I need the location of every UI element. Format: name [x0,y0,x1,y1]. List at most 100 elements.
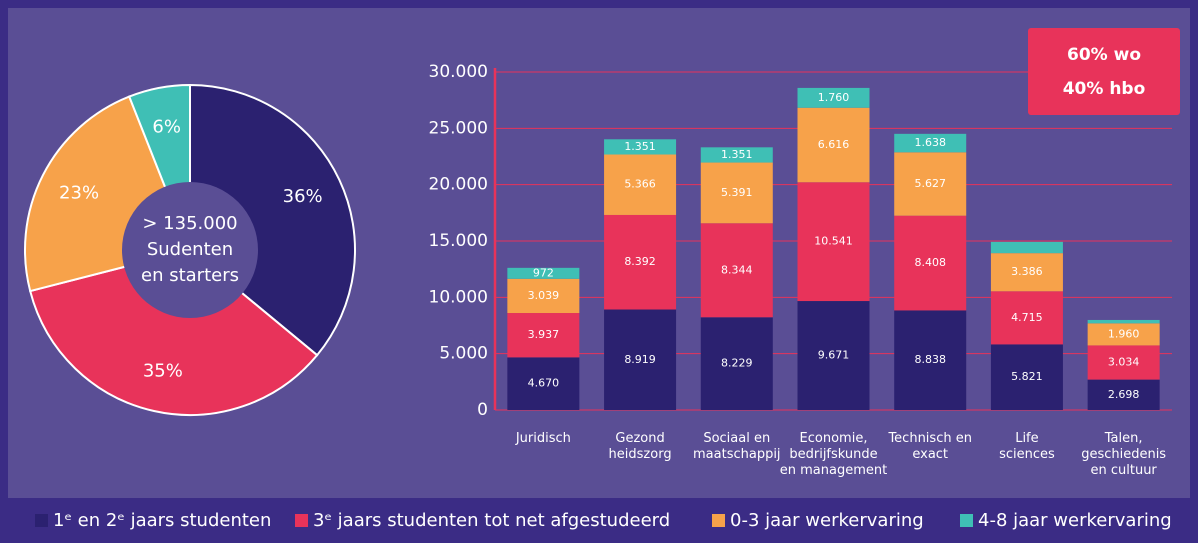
value-label: 5.821 [1011,370,1043,383]
value-label: 8.392 [624,255,656,268]
value-label: 9.671 [818,349,850,362]
bar-segment [700,147,773,163]
x-tick-label: Technisch en exact [887,431,972,462]
bar-segment [894,133,967,153]
value-label: 4.670 [528,377,560,390]
x-tick-line: Life [1015,431,1038,446]
x-tick-line: geschiedenis [1081,447,1166,462]
bar-segment [1087,345,1160,380]
x-tick-label: Gezond heidszorg [609,431,672,462]
y-tick-label: 20.000 [429,175,488,195]
bar-segment [797,107,870,183]
bar-segment [990,253,1063,292]
y-tick-label: 15.000 [429,231,488,251]
legend-label: 1ᵉ en 2ᵉ jaars studenten [53,510,271,531]
center-text: en starters [141,265,239,286]
value-label: 1.638 [914,136,946,149]
bar-segment [990,344,1063,410]
x-tick-label: Sociaal en maatschappij [693,431,781,462]
bar-segment [990,241,1063,254]
x-tick-label: Economie, bedrijfskunde en management [780,431,887,478]
bar-segment [507,278,580,314]
x-tick-label: Life sciences [999,431,1055,462]
value-label: 1.760 [818,91,850,104]
value-label: 1.960 [1108,327,1140,340]
bar-segment [797,301,870,410]
slice-label: 23% [59,182,99,203]
bar-segment [1087,319,1160,324]
bar-segment [604,309,677,410]
bar-segment [700,162,773,224]
value-label: 8.838 [914,353,946,366]
legend-swatch [35,514,48,527]
x-tick-line: heidszorg [609,447,672,462]
value-label: 2.698 [1108,388,1140,401]
x-tick-line: exact [912,447,948,462]
value-label: 8.229 [721,357,753,370]
legend-label: 3ᵉ jaars studenten tot net afgestudeerd [313,510,670,531]
value-label: 1.351 [721,148,753,161]
center-text: > 135.000 [142,213,237,234]
value-label: 8.919 [624,353,656,366]
x-tick-line: en cultuur [1090,463,1157,478]
bar-segment [604,139,677,155]
bar-segment [507,267,580,279]
bar-segment [604,154,677,215]
y-tick-label: 5.000 [439,344,488,364]
bar-segment [894,152,967,216]
annotation-text: 60% wo [1067,45,1141,65]
x-tick-line: Talen, [1104,431,1143,446]
x-tick-line: Gezond [615,431,664,446]
bar-segment [507,313,580,358]
value-label: 3.039 [528,289,560,302]
value-label: 3.386 [1011,265,1043,278]
value-label: 5.627 [914,177,946,190]
bar-segment [797,87,870,108]
x-tick-line: Technisch en [887,431,972,446]
value-label: 8.344 [721,263,753,276]
pie-slice [189,83,356,357]
x-tick-line: Juridisch [515,431,571,446]
bar-segment [700,317,773,410]
slice-label: 35% [143,361,183,382]
x-tick-label: Talen, geschiedenis en cultuur [1081,431,1166,478]
value-label: 3.034 [1108,356,1140,369]
annotation-text: 40% hbo [1063,79,1146,99]
slice-label: 36% [283,186,323,207]
y-tick-label: 0 [477,400,488,420]
value-label: 972 [533,266,554,279]
x-tick-line: en management [780,463,887,478]
x-tick-line: Sociaal en [703,431,770,446]
value-label: 4.715 [1011,311,1043,324]
bar-segment [1087,323,1160,346]
bar-segment [700,223,773,318]
legend-label: 0-3 jaar werkervaring [730,510,924,531]
y-tick-label: 30.000 [429,62,488,82]
bar-segment [894,310,967,410]
bar-segment [797,182,870,302]
legend-swatch [295,514,308,527]
y-tick-label: 25.000 [429,118,488,138]
legend-label: 4-8 jaar werkervaring [978,510,1172,531]
value-label: 8.408 [914,256,946,269]
value-label: 5.366 [624,178,656,191]
value-label: 5.391 [721,186,753,199]
center-text: Sudenten [147,239,233,260]
legend-swatch [960,514,973,527]
x-tick-line: maatschappij [693,447,781,462]
x-tick-line: bedrijfskunde [789,447,877,462]
x-tick-line: sciences [999,447,1055,462]
bar-segment [1087,379,1160,410]
value-label: 1.351 [624,140,656,153]
value-label: 6.616 [818,138,850,151]
pie-slice [28,248,319,416]
y-tick-label: 10.000 [429,287,488,307]
pie-hole [122,182,258,318]
x-tick-label: Juridisch [515,431,571,446]
bar-segment [990,291,1063,345]
bar-segment [604,214,677,310]
bar-segment [894,215,967,311]
value-label: 10.541 [814,235,853,248]
